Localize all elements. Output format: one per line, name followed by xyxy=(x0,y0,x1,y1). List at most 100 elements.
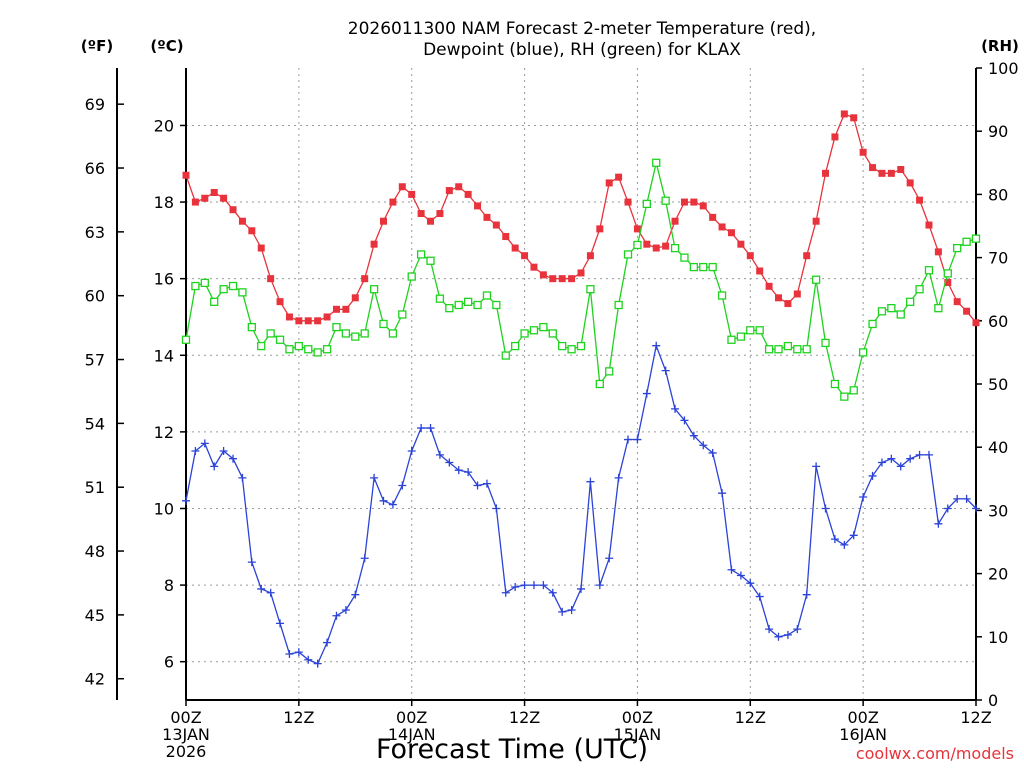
dewpoint-point xyxy=(323,638,332,647)
rh-point xyxy=(219,285,228,294)
dewpoint-point xyxy=(379,496,388,505)
rh-point xyxy=(191,281,200,291)
dewpoint-point xyxy=(671,404,680,413)
dewpoint-point xyxy=(210,462,219,471)
temperature-point xyxy=(558,275,566,283)
dewpoint-point xyxy=(558,607,567,616)
celsius-axis-unit: (ºC) xyxy=(150,37,183,55)
temperature-point xyxy=(944,278,952,286)
rh-tick-label: 50 xyxy=(988,375,1008,394)
rh-point xyxy=(473,300,482,310)
fahrenheit-tick-label: 66 xyxy=(85,159,105,178)
dewpoint-point xyxy=(191,447,200,456)
dewpoint-point xyxy=(464,468,473,477)
temperature-point xyxy=(709,213,717,221)
rh-point xyxy=(934,304,943,313)
dewpoint-point xyxy=(924,450,933,459)
x-tick-year: 2026 xyxy=(166,742,207,761)
dewpoint-point xyxy=(774,632,783,641)
dewpoint-point xyxy=(953,494,962,503)
temperature-point xyxy=(840,110,848,118)
rh-point xyxy=(294,341,304,351)
temperature-point xyxy=(502,233,510,241)
fahrenheit-tick-label: 63 xyxy=(85,223,105,242)
rh-point xyxy=(576,341,586,351)
x-tick-label: 00Z xyxy=(847,708,878,727)
rh-point xyxy=(529,326,539,335)
dewpoint-point xyxy=(501,588,510,597)
temperature-point xyxy=(878,169,886,177)
temperature-point xyxy=(953,298,961,306)
dewpoint-point xyxy=(821,504,830,513)
rh-point xyxy=(416,250,426,259)
dewpoint-point xyxy=(426,424,435,433)
dewpoint-point xyxy=(624,435,633,444)
dewpoint-point xyxy=(529,581,538,590)
fahrenheit-tick-label: 51 xyxy=(85,478,105,497)
rh-point xyxy=(266,329,275,338)
temperature-point xyxy=(276,298,284,306)
dewpoint-point xyxy=(548,588,557,597)
temperature-point xyxy=(586,252,594,260)
celsius-tick-label: 6 xyxy=(164,653,174,672)
temperature-point xyxy=(765,282,773,290)
temperature-point xyxy=(417,210,425,218)
rh-point xyxy=(520,329,529,338)
temperature-point xyxy=(624,198,632,206)
rh-point xyxy=(511,341,520,351)
x-tick-label: 00Z xyxy=(396,708,427,727)
temperature-series xyxy=(182,110,980,327)
temperature-point xyxy=(803,252,811,260)
fahrenheit-tick-label: 60 xyxy=(85,287,105,306)
dewpoint-point xyxy=(454,466,463,475)
dewpoint-point xyxy=(605,554,614,563)
dewpoint-point xyxy=(812,462,821,471)
temperature-point xyxy=(380,217,387,225)
rh-series xyxy=(181,158,981,401)
chart-title-line2: Dewpoint (blue), RH (green) for KLAX xyxy=(423,40,741,60)
rh-point xyxy=(802,345,811,354)
temperature-point xyxy=(633,225,641,233)
dewpoint-point xyxy=(266,588,275,597)
temperature-point xyxy=(756,267,764,275)
dewpoint-point xyxy=(708,448,717,457)
rh-point xyxy=(313,348,322,357)
dewpoint-point xyxy=(765,625,774,634)
rh-point xyxy=(398,310,407,319)
rh-point xyxy=(567,345,576,354)
temperature-point xyxy=(351,294,359,302)
x-tick-date: 15JAN xyxy=(614,725,662,744)
temperature-point xyxy=(652,244,660,252)
rh-point xyxy=(764,345,774,354)
rh-point xyxy=(247,322,256,332)
temperature-point xyxy=(427,217,435,225)
temperature-point xyxy=(718,223,726,231)
dewpoint-point xyxy=(539,581,548,590)
rh-point xyxy=(492,300,501,310)
dewpoint-point xyxy=(661,366,670,375)
temperature-point xyxy=(690,198,698,206)
dewpoint-point xyxy=(388,500,397,509)
temperature-point xyxy=(464,190,472,198)
temperature-point xyxy=(361,275,369,283)
dewpoint-point xyxy=(633,435,642,444)
rh-point xyxy=(539,322,548,332)
temperature-point xyxy=(474,202,482,210)
dewpoint-point xyxy=(896,462,905,471)
dewpoint-point xyxy=(689,431,698,440)
x-tick-date: 16JAN xyxy=(839,725,887,744)
dewpoint-point xyxy=(435,450,444,459)
rh-point xyxy=(332,322,341,332)
rh-point xyxy=(548,329,557,338)
temperature-point xyxy=(370,240,378,248)
dewpoint-point xyxy=(906,454,915,463)
dewpoint-point xyxy=(407,447,416,456)
temperature-point xyxy=(511,244,519,252)
dewpoint-point xyxy=(746,579,755,588)
rh-point xyxy=(454,300,463,310)
temperature-point xyxy=(775,294,782,302)
rh-point xyxy=(558,341,567,351)
dewpoint-point xyxy=(868,471,877,480)
rh-point xyxy=(210,297,219,306)
temperature-point xyxy=(304,317,312,325)
